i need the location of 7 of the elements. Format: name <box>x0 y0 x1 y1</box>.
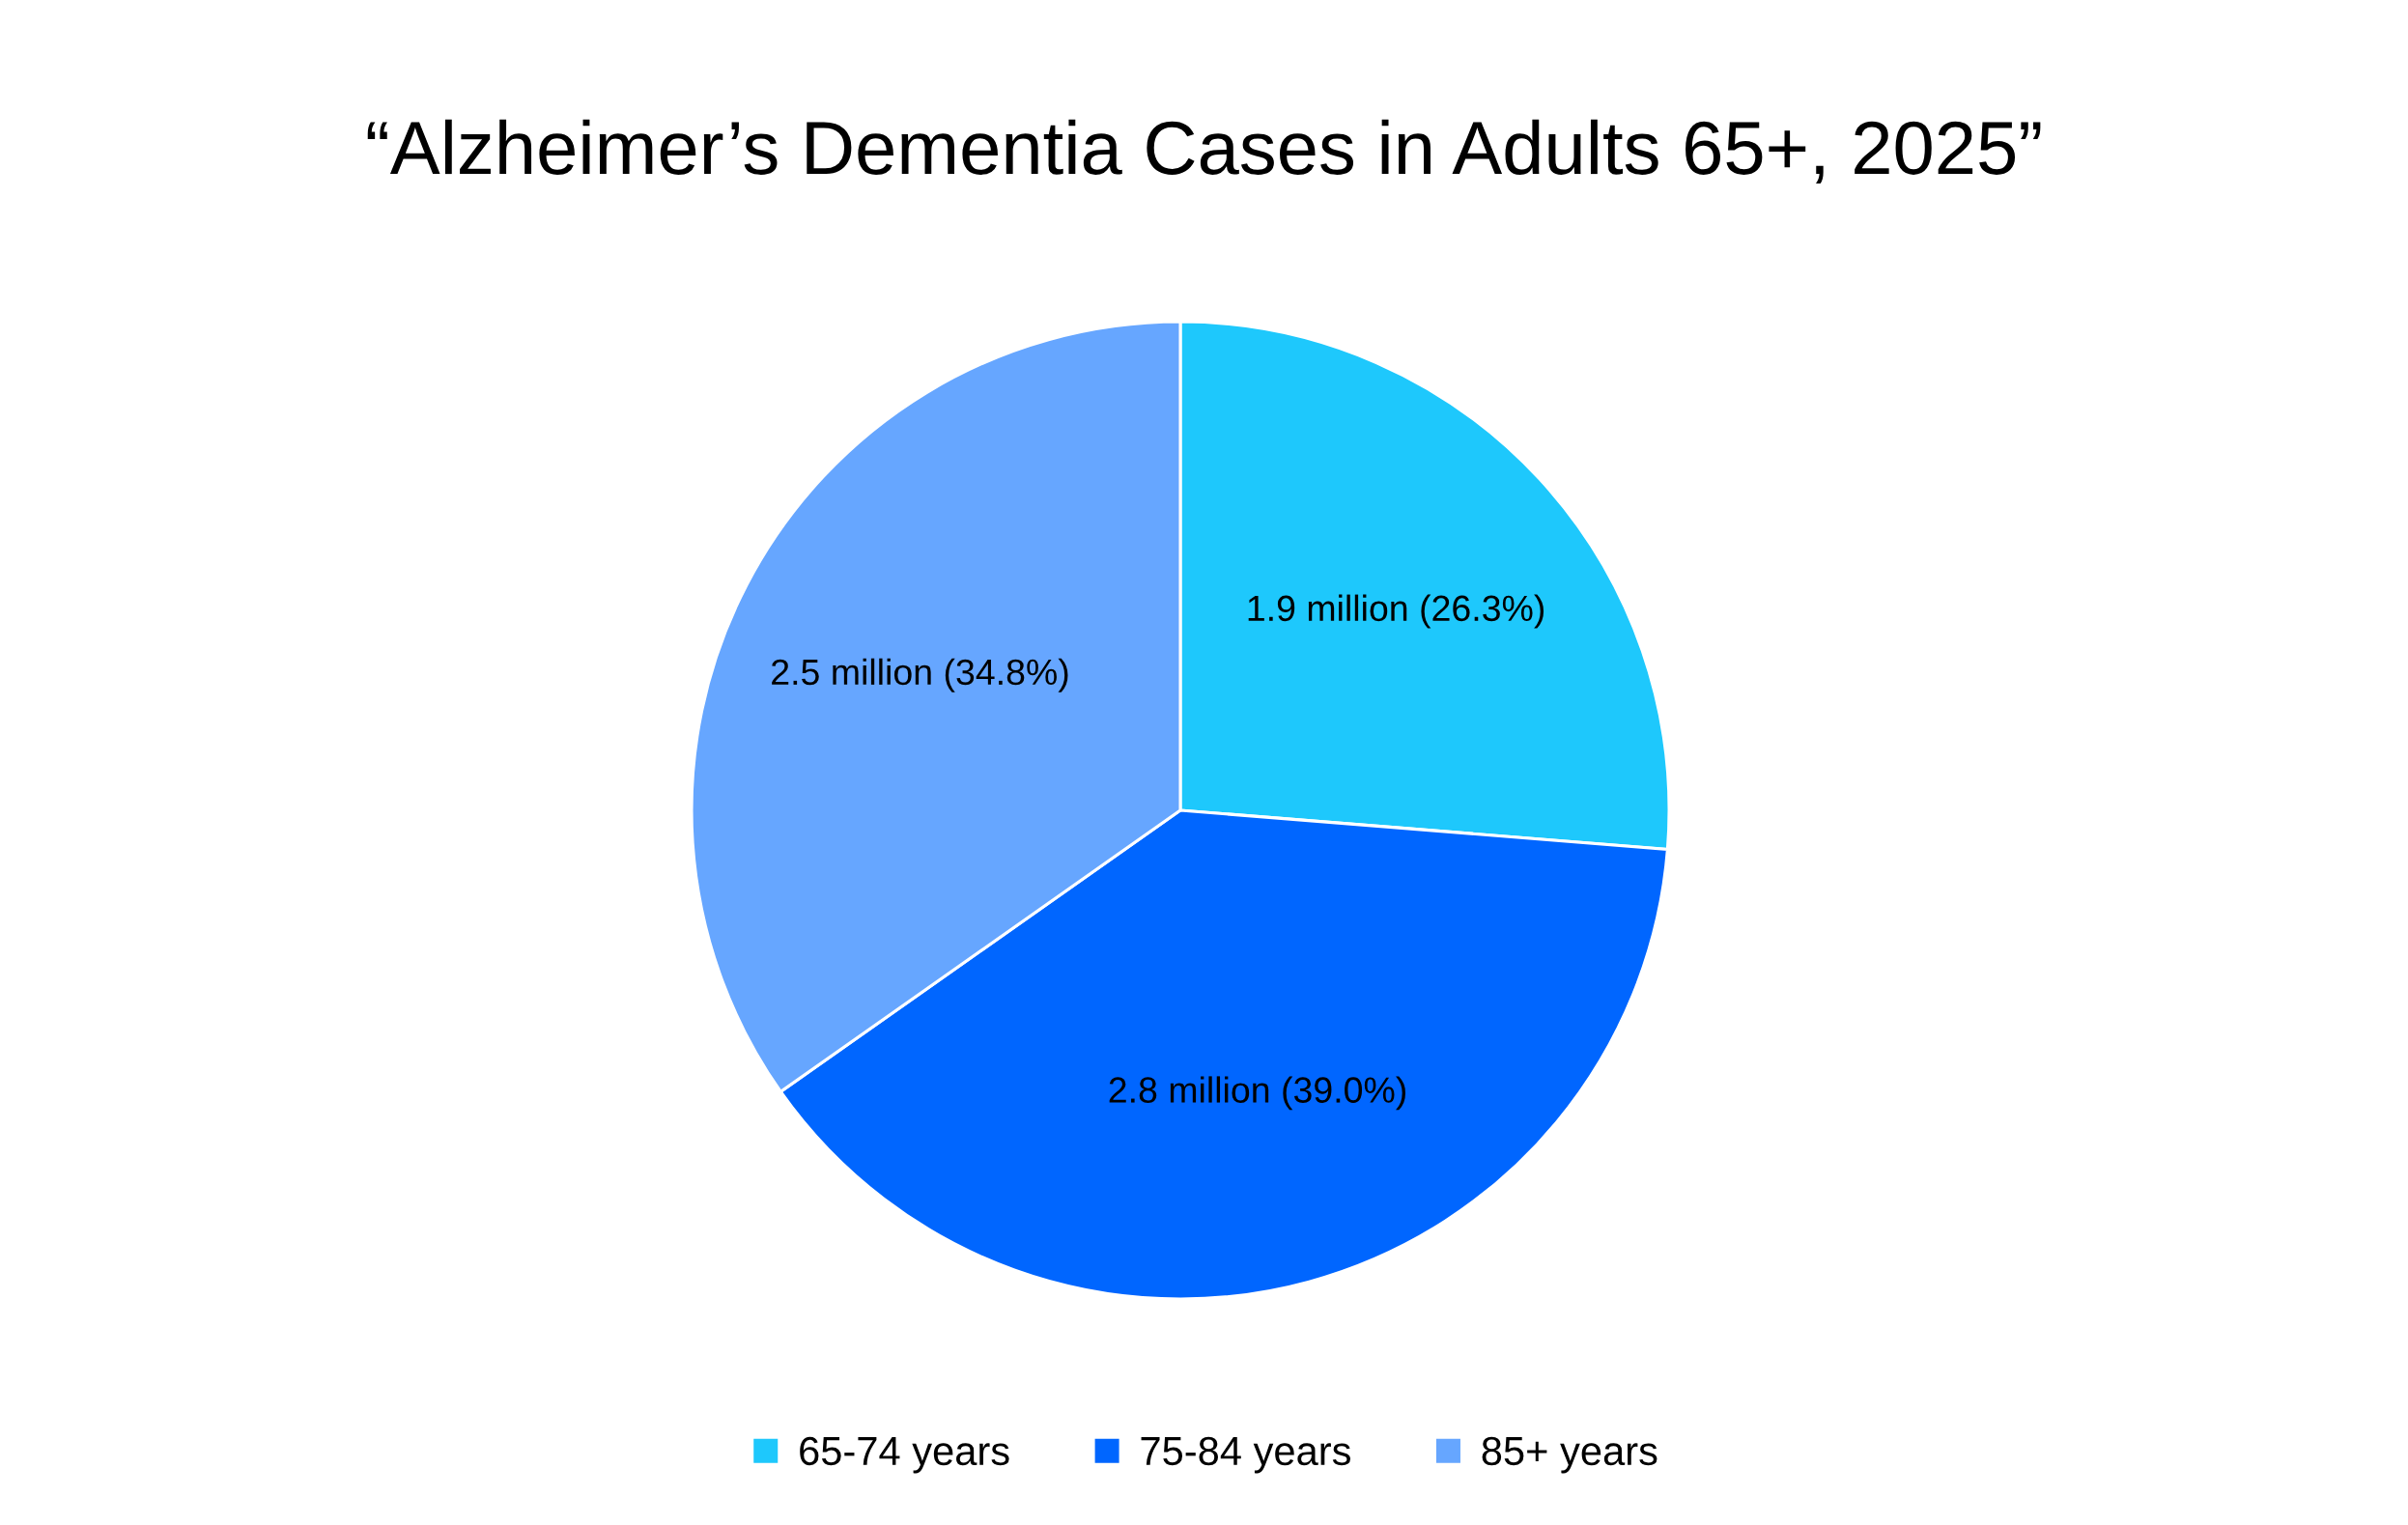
legend-label: 75-84 years <box>1141 1436 1350 1474</box>
data-label: 1.9 million (26.3%) <box>1248 594 1544 629</box>
legend-label: 85+ years <box>1482 1436 1657 1474</box>
data-label: 2.5 million (34.8%) <box>772 658 1068 692</box>
legend-label: 65-74 years <box>800 1436 1009 1474</box>
data-label: 2.8 million (39.0%) <box>1109 1076 1405 1111</box>
chart-title: “Alzheimer’s Dementia Cases in Adults 65+, 2025” <box>367 119 2041 184</box>
